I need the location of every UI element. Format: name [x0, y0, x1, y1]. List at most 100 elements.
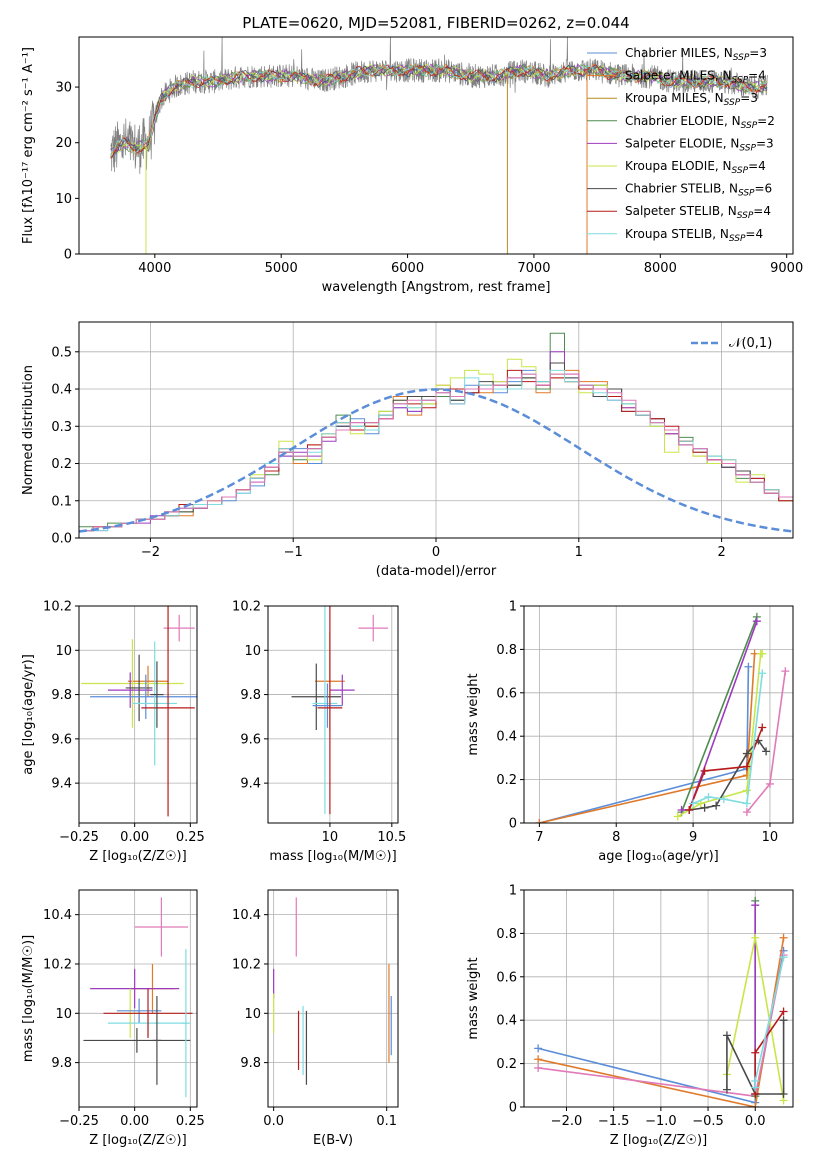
- y-tick-label: 1: [509, 600, 517, 615]
- y-tick-label: 10: [244, 644, 261, 659]
- y-tick-label: 0.0: [51, 532, 72, 547]
- x-axis-label: Z [log₁₀(Z/Z☉)]: [610, 1133, 707, 1148]
- normal-distribution-curve: [79, 388, 793, 533]
- y-axis-label: Normed distribution: [21, 365, 36, 495]
- x-tick-label: −0.5: [692, 1114, 724, 1129]
- legend-entry: Chabrier MILES, NSSP=3: [625, 46, 767, 63]
- legend-entry: Salpeter STELIB, NSSP=4: [625, 204, 771, 221]
- x-axis-label: wavelength [Angstrom, rest frame]: [322, 280, 551, 295]
- y-tick-label: 10.2: [43, 957, 72, 972]
- x-tick-label: −2: [141, 545, 160, 560]
- legend-suffix: =6: [755, 182, 773, 196]
- y-tick-label: 9.8: [240, 688, 261, 703]
- legend-suffix: =3: [756, 136, 774, 150]
- histogram-series: [79, 332, 793, 538]
- model-spectrum-line: [110, 64, 768, 158]
- weight-marker: [751, 933, 760, 942]
- legend-suffix: =4: [748, 159, 766, 173]
- y-tick-label: 10.2: [232, 600, 261, 615]
- weight-marker: [779, 1016, 788, 1025]
- weight-marker: [744, 662, 753, 671]
- weight-marker: [758, 649, 767, 658]
- legend-label: Kroupa MILES, N: [625, 91, 724, 105]
- weight-marker: [719, 795, 728, 804]
- legend-suffix: =2: [757, 114, 775, 128]
- mass-vs-ebv-plot-area: [273, 897, 392, 1085]
- weight-marker: [535, 819, 544, 823]
- legend-label: Salpeter STELIB, N: [625, 204, 737, 218]
- y-tick-label: 10: [244, 1007, 261, 1022]
- weight-marker: [779, 953, 788, 962]
- y-tick-label: 10.2: [43, 600, 72, 615]
- x-axis-label: age [log₁₀(age/yr)]: [598, 849, 719, 864]
- x-axis-label: Z [log₁₀(Z/Z☉)]: [89, 1133, 186, 1148]
- y-tick-label: 10: [55, 644, 72, 659]
- y-tick-label: 9.8: [51, 1056, 72, 1071]
- figure-title: PLATE=0620, MJD=52081, FIBERID=0262, z=0…: [242, 14, 629, 32]
- weight-marker: [673, 812, 682, 821]
- mass-vs-z-plot-area: [83, 897, 193, 1098]
- weight-vs-age-panel: 7 8 9 10 0 0.2 0.4 0.6 0.8 1 age [log₁₀(age/yr)] ma…: [466, 600, 794, 864]
- y-tick-label: 0.4: [496, 1014, 517, 1029]
- residuals-plot-area: [79, 332, 793, 538]
- weight-series-line: [538, 937, 785, 1107]
- legend-subscript: SSP: [737, 211, 754, 221]
- x-tick-label: 10: [322, 830, 339, 845]
- model-spectrum-line: [110, 62, 768, 157]
- x-tick-label: −2.0: [551, 1114, 583, 1129]
- weight-marker: [752, 617, 761, 626]
- weight-marker: [758, 669, 767, 678]
- histogram-series: [79, 351, 793, 538]
- y-tick-label: 0.8: [496, 927, 517, 942]
- age-vs-z-panel: −0.25 0.00 0.25 9.4 9.6 9.8 10 10.2 Z [log₁₀(Z/Z…: [21, 600, 205, 865]
- legend-suffix: =4: [753, 204, 771, 218]
- weight-marker: [742, 808, 751, 817]
- legend-entry: Salpeter MILES, NSSP=4: [625, 69, 766, 86]
- mass-vs-z-panel: −0.25 0.00 0.25 9.8 10 10.2 10.4 Z [log₁₀(Z/Z☉)…: [21, 889, 205, 1148]
- weight-marker: [689, 799, 698, 808]
- weight-marker: [704, 792, 713, 801]
- y-axis-label: mass weight: [466, 673, 481, 755]
- weight-marker: [751, 1048, 760, 1057]
- model-spectrum-line: [110, 63, 768, 153]
- y-tick-label: 10: [55, 192, 72, 207]
- x-axis-label: Z [log₁₀(Z/Z☉)]: [89, 849, 186, 864]
- legend-entry: Kroupa STELIB, NSSP=4: [625, 227, 763, 244]
- y-tick-label: 9.4: [240, 777, 261, 792]
- weight-marker: [779, 1007, 788, 1016]
- y-tick-label: 10: [55, 1007, 72, 1022]
- y-tick-label: 9.8: [240, 1056, 261, 1071]
- y-tick-label: 0.2: [51, 457, 72, 472]
- legend-entry: 𝒩(0,1): [729, 336, 772, 351]
- histogram-series: [79, 358, 793, 538]
- x-tick-label: −1.5: [598, 1114, 630, 1129]
- y-tick-label: 1: [509, 884, 517, 899]
- y-tick-label: 9.6: [240, 732, 261, 747]
- legend-label: Salpeter MILES, N: [625, 69, 732, 83]
- legend-subscript: SSP: [732, 166, 749, 176]
- y-tick-label: 0.1: [51, 494, 72, 509]
- legend-suffix: =4: [745, 227, 763, 241]
- residuals-panel: −2 −1 0 1 2 0.0 0.1 0.2 0.3 0.4 0.5 (data-model)/er…: [21, 321, 794, 579]
- weight-marker: [742, 786, 751, 795]
- mass-vs-ebv-panel: 0.0 0.1 9.8 10 10.2 10.4 E(B-V): [232, 889, 399, 1148]
- x-tick-label: 0.25: [176, 1114, 205, 1129]
- x-tick-label: 0.00: [120, 830, 149, 845]
- weight-vs-z-frame: [523, 889, 794, 1108]
- legend-subscript: SSP: [739, 143, 756, 153]
- legend-entry: Chabrier STELIB, NSSP=6: [625, 182, 772, 199]
- x-tick-label: 0.0: [745, 1114, 766, 1129]
- weight-vs-z-panel: −2.0 −1.5 −1.0 −0.5 0.0 0 0.2 0.4 0.6 0.8 1 Z [log₁…: [466, 884, 794, 1148]
- y-axis-label: mass [log₁₀(M/M☉)]: [21, 935, 36, 1062]
- weight-vs-age-frame: [523, 605, 794, 824]
- legend-subscript: SSP: [738, 189, 755, 199]
- legend-entry: Chabrier ELODIE, NSSP=2: [625, 114, 775, 131]
- x-tick-label: 7000: [517, 261, 550, 276]
- weight-marker: [534, 1044, 543, 1053]
- x-tick-label: 2: [717, 545, 725, 560]
- x-tick-label: −1: [284, 545, 303, 560]
- x-tick-label: 9000: [770, 261, 803, 276]
- y-axis-label: Flux [fλ10⁻¹⁷ erg cm⁻² s⁻¹ A⁻¹]: [21, 47, 36, 244]
- age-vs-mass-plot-area: [291, 606, 389, 815]
